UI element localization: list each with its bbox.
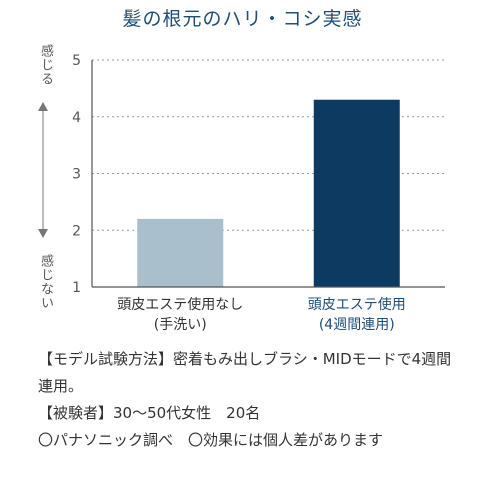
y-tick-3: 3 bbox=[72, 167, 81, 183]
x-sublabel-2: (4週間連用) bbox=[319, 317, 395, 333]
y-label-top: 感じる bbox=[38, 44, 53, 86]
note-subjects: 【被験者】30〜50代女性 20名 bbox=[38, 404, 261, 422]
y-tick-5: 5 bbox=[72, 53, 81, 69]
x-label-1: 頭皮エステ使用なし bbox=[117, 296, 243, 313]
chart-title: 髪の根元のハリ・コシ実感 bbox=[122, 8, 363, 30]
bar-1 bbox=[137, 218, 224, 287]
y-tick-2: 2 bbox=[72, 223, 81, 239]
grid-lines bbox=[92, 59, 445, 231]
x-sublabel-1: (手洗い) bbox=[154, 317, 207, 333]
y-arrow bbox=[35, 102, 51, 238]
bars bbox=[137, 99, 400, 287]
bar-2 bbox=[313, 99, 400, 287]
y-tick-1: 1 bbox=[72, 280, 81, 296]
labels: 1 2 3 4 5 頭皮エステ使用なし (手洗い) 頭皮エステ使用 (4週間連用) bbox=[72, 53, 406, 333]
bar-chart: 1 2 3 4 5 頭皮エステ使用なし (手洗い) 頭皮エステ使用 (4週間連用) bbox=[72, 53, 445, 333]
x-label-2: 頭皮エステ使用 bbox=[308, 296, 406, 313]
y-tick-4: 4 bbox=[72, 110, 81, 126]
chart-notes: 【モデル試験方法】密着もみ出しブラシ・MIDモードで4週間連用。 【被験者】30… bbox=[38, 346, 458, 454]
note-source: 〇パナソニック調べ 〇効果には個人差があります bbox=[38, 431, 384, 449]
note-method: 【モデル試験方法】密着もみ出しブラシ・MIDモードで4週間連用。 bbox=[38, 350, 452, 395]
axes bbox=[91, 60, 445, 288]
y-label-bottom: 感じない bbox=[38, 254, 53, 310]
